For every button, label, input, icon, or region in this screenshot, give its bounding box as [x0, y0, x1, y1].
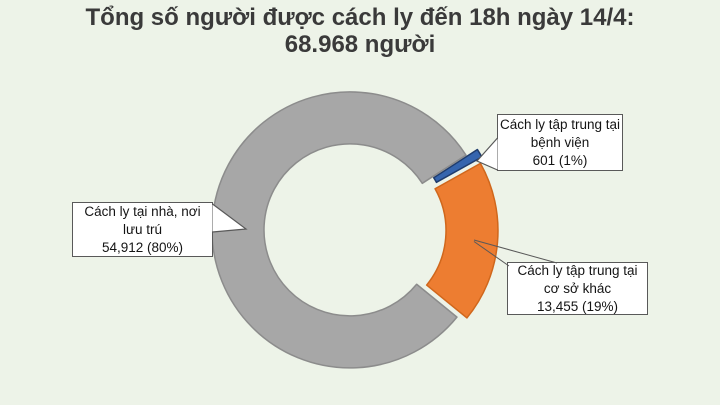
callout-hospital-line2: bệnh viện	[530, 134, 590, 150]
callout-hospital: Cách ly tập trung tại bệnh viện 601 (1%)	[497, 114, 623, 171]
callout-other-value: 13,455 (19%)	[536, 298, 619, 314]
callout-home-line2: lưu trú	[122, 221, 163, 237]
chart-title-line1: Tổng số người được cách ly đến 18h ngày …	[85, 4, 635, 31]
callout-home: Cách ly tại nhà, nơi lưu trú 54,912 (80%…	[72, 202, 213, 257]
chart-title: Tổng số người được cách ly đến 18h ngày …	[0, 4, 720, 58]
callout-other-line2: cơ sở khác	[543, 280, 612, 296]
callout-other-line1: Cách ly tập trung tại	[517, 262, 638, 278]
donut-slice-other	[425, 162, 499, 319]
callout-hospital-value: 601 (1%)	[532, 152, 588, 168]
callout-other: Cách ly tập trung tại cơ sở khác 13,455 …	[507, 262, 648, 315]
callout-hospital-line1: Cách ly tập trung tại	[499, 116, 621, 132]
callout-home-value: 54,912 (80%)	[101, 239, 184, 255]
callout-home-line1: Cách ly tại nhà, nơi	[84, 203, 201, 219]
donut-slice-home	[211, 91, 467, 369]
chart-title-line2: 68.968 người	[284, 31, 436, 58]
